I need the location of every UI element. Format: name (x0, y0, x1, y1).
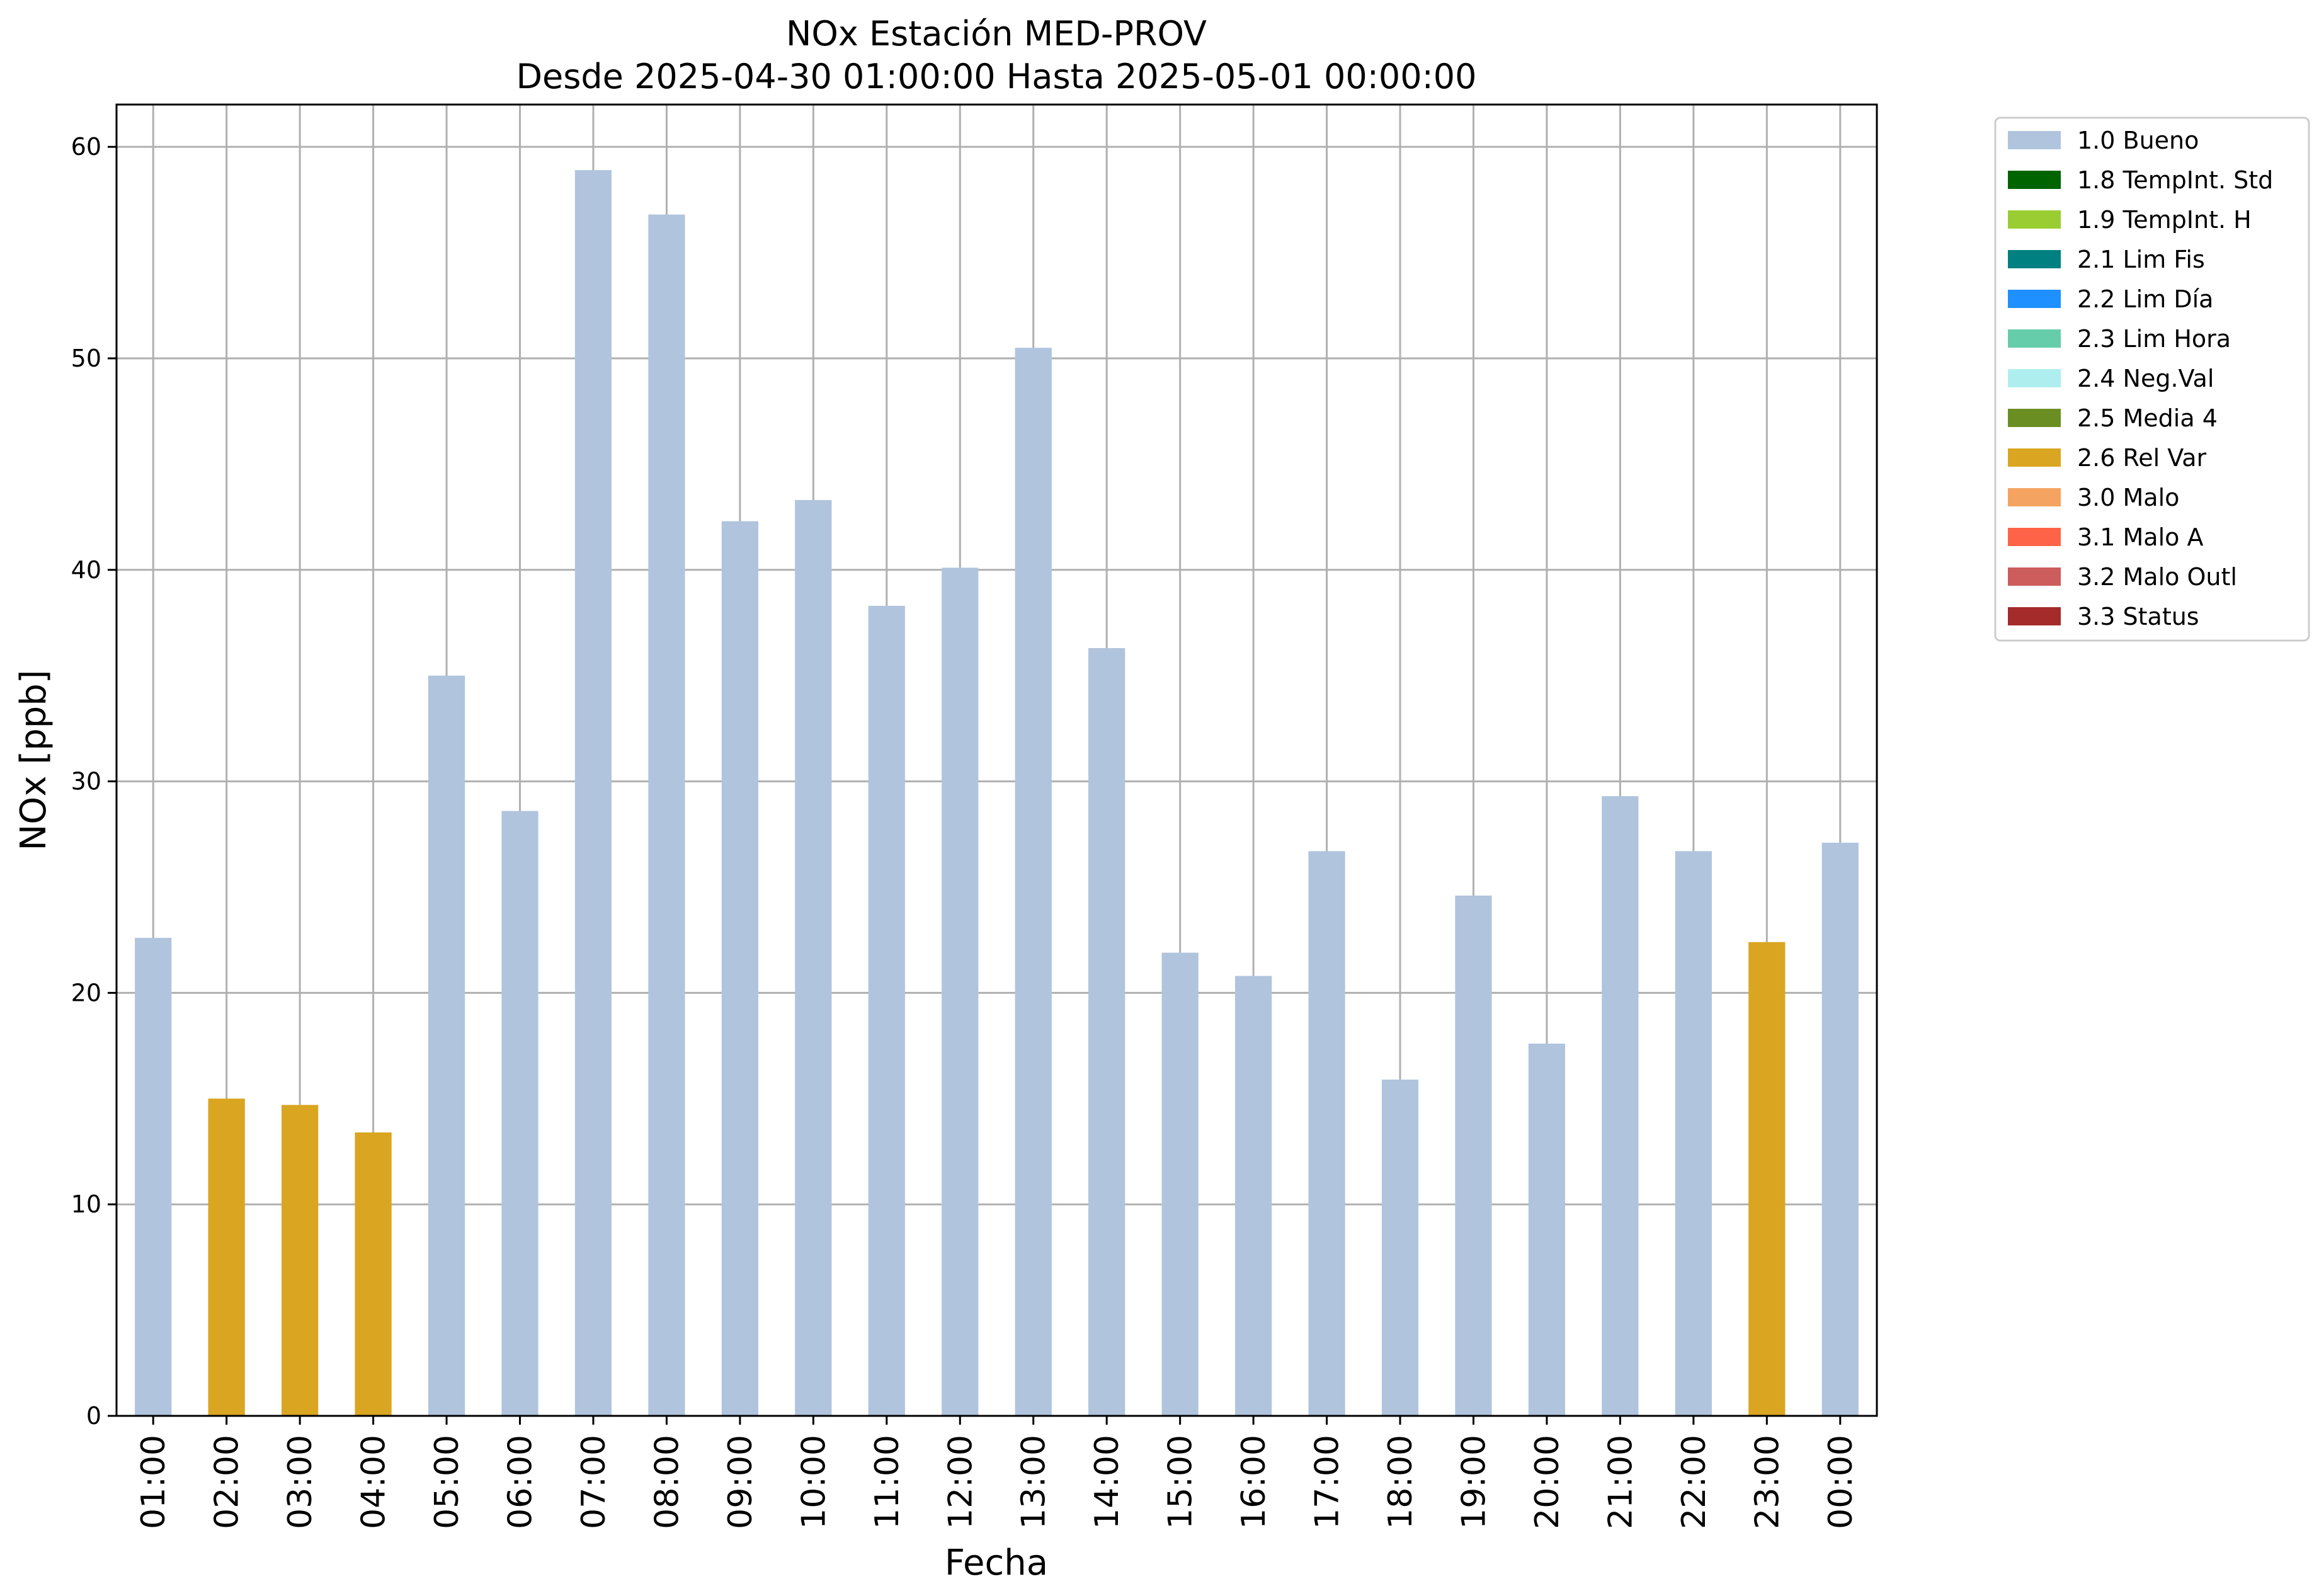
bar (1308, 851, 1345, 1416)
legend-swatch (2008, 210, 2061, 229)
x-tick-label: 06:00 (502, 1435, 540, 1529)
y-tick-label: 30 (71, 768, 101, 795)
bar (428, 675, 465, 1416)
x-tick-label: 21:00 (1602, 1435, 1639, 1529)
plot-frame (115, 103, 1878, 1417)
legend-swatch (2008, 171, 2061, 189)
legend-label: 2.2 Lim Día (2077, 285, 2213, 313)
bar (868, 605, 905, 1416)
bar (1602, 796, 1639, 1416)
x-tick-label: 07:00 (575, 1435, 613, 1529)
x-tick-label: 18:00 (1382, 1435, 1420, 1529)
legend-swatch (2008, 409, 2061, 427)
x-tick-label: 19:00 (1455, 1435, 1493, 1529)
y-axis-label: NOx [ppb] (13, 670, 54, 850)
x-tick-label: 10:00 (795, 1435, 833, 1529)
x-tick-label: 13:00 (1015, 1435, 1053, 1529)
bar (1015, 348, 1052, 1416)
bar (1088, 648, 1125, 1416)
legend-swatch (2008, 567, 2061, 586)
y-tick-label: 0 (86, 1402, 101, 1430)
bar (1748, 942, 1786, 1416)
x-tick-label: 05:00 (428, 1435, 466, 1529)
bar (1675, 851, 1712, 1416)
x-tick-label: 01:00 (135, 1435, 173, 1529)
legend-label: 1.8 TempInt. Std (2077, 166, 2273, 194)
bar (135, 938, 172, 1416)
bar (1161, 952, 1199, 1416)
bar (795, 499, 832, 1416)
legend-label: 3.1 Malo A (2077, 523, 2203, 551)
legend-swatch (2008, 250, 2061, 268)
x-axis: 01:00 02:00 03:00 04:00 05:00 06:00 07:00 08:00… (135, 1416, 1860, 1529)
legend-swatch (2008, 290, 2061, 308)
x-tick-label: 20:00 (1529, 1435, 1566, 1529)
chart-title: NOx Estación MED-PROV (786, 14, 1207, 54)
bar (648, 214, 685, 1416)
legend-label: 1.0 Bueno (2077, 127, 2199, 154)
legend-label: 1.9 TempInt. H (2077, 206, 2252, 234)
bar (208, 1098, 245, 1416)
legend-label: 2.6 Rel Var (2077, 444, 2207, 472)
bar (501, 811, 538, 1416)
legend-label: 2.4 Neg.Val (2077, 365, 2214, 392)
legend: 1.0 Bueno 1.8 TempInt. Std 1.9 TempInt. H 2… (1994, 117, 2310, 642)
x-axis-label: Fecha (945, 1542, 1048, 1583)
chart-subtitle: Desde 2025-04-30 01:00:00 Hasta 2025-05-… (516, 57, 1476, 96)
bar (574, 170, 612, 1416)
bar (355, 1132, 392, 1416)
bar (1234, 976, 1272, 1416)
legend-label: 3.0 Malo (2077, 484, 2179, 511)
y-tick-label: 20 (71, 979, 101, 1006)
x-tick-label: 09:00 (722, 1435, 760, 1529)
bar (721, 521, 759, 1416)
legend-label: 2.5 Media 4 (2077, 404, 2218, 432)
x-tick-label: 12:00 (942, 1435, 979, 1529)
y-tick-label: 40 (71, 556, 101, 584)
legend-label: 2.1 Lim Fis (2077, 246, 2205, 273)
legend-label: 3.2 Malo Outl (2077, 563, 2237, 591)
legend-swatch (2008, 131, 2061, 149)
x-tick-label: 23:00 (1748, 1435, 1786, 1529)
y-tick-label: 60 (71, 133, 101, 161)
bar (1821, 842, 1859, 1416)
y-axis: 0 10 20 30 40 50 60 (71, 133, 117, 1430)
bar (1381, 1080, 1419, 1416)
legend-swatch (2008, 448, 2061, 467)
x-tick-label: 14:00 (1088, 1435, 1126, 1529)
x-tick-label: 15:00 (1162, 1435, 1200, 1529)
x-tick-label: 02:00 (208, 1435, 246, 1529)
x-tick-label: 03:00 (282, 1435, 319, 1529)
x-tick-label: 11:00 (869, 1435, 906, 1529)
legend-swatch (2008, 369, 2061, 387)
x-tick-label: 08:00 (648, 1435, 686, 1529)
legend-swatch (2008, 329, 2061, 348)
legend-swatch (2008, 488, 2061, 506)
x-tick-label: 16:00 (1235, 1435, 1273, 1529)
bar (942, 567, 979, 1416)
x-tick-label: 00:00 (1822, 1435, 1860, 1529)
x-tick-label: 17:00 (1309, 1435, 1347, 1529)
bar (1455, 895, 1492, 1416)
legend-swatch (2008, 607, 2061, 625)
y-tick-label: 10 (71, 1190, 101, 1218)
x-tick-label: 04:00 (355, 1435, 393, 1529)
bar (1528, 1043, 1566, 1416)
y-tick-label: 50 (71, 345, 101, 372)
legend-swatch (2008, 528, 2061, 546)
legend-label: 2.3 Lim Hora (2077, 325, 2231, 353)
legend-label: 3.3 Status (2077, 603, 2199, 630)
bar (282, 1105, 319, 1416)
legend-frame (1994, 117, 2310, 642)
x-tick-label: 22:00 (1675, 1435, 1713, 1529)
bars (135, 170, 1859, 1416)
